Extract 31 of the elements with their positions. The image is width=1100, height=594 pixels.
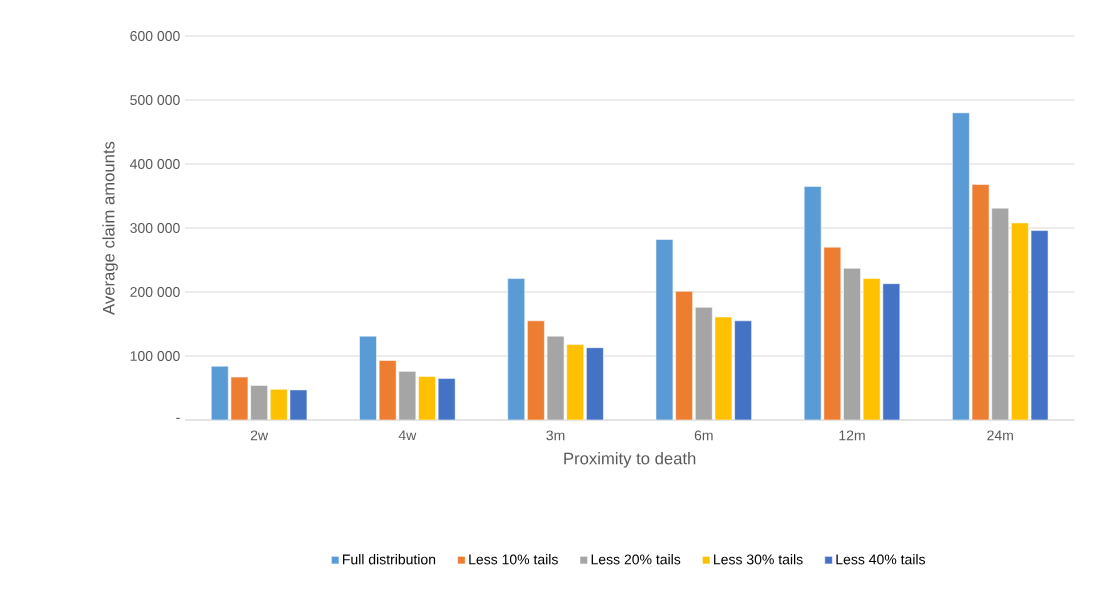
x-tick-label: 4w xyxy=(398,430,417,441)
x-axis-title: Proximity to death xyxy=(564,452,696,468)
x-tick-label: 6m xyxy=(694,430,713,441)
y-tick-label: 200 000 xyxy=(130,287,180,297)
legend-label: Less 10% tails xyxy=(469,554,558,565)
bar xyxy=(211,365,229,420)
bar xyxy=(418,376,436,420)
y-axis-title: Average claim amounts xyxy=(102,141,118,315)
bar xyxy=(250,385,268,420)
y-tick-label: 300 000 xyxy=(130,223,180,233)
y-tick-label: 100 000 xyxy=(130,351,180,361)
legend-label: Full distribution xyxy=(343,554,436,565)
bar xyxy=(230,376,249,420)
y-tick-label: 500 000 xyxy=(130,95,180,105)
legend-label: Less 40% tails xyxy=(836,554,926,565)
bar xyxy=(507,278,525,420)
bar xyxy=(359,335,377,420)
x-tick-label: 2w xyxy=(250,430,269,441)
x-tick-label: 12m xyxy=(839,430,865,441)
y-tick-label: 400 000 xyxy=(130,159,180,169)
bar xyxy=(843,268,861,420)
legend-label: Less 20% tails xyxy=(591,554,681,565)
y-tick-label: - xyxy=(176,417,180,419)
bar xyxy=(437,378,456,420)
bar xyxy=(586,347,604,420)
x-tick-label: 24m xyxy=(987,430,1013,441)
y-tick-label: 600 000 xyxy=(130,31,180,41)
legend-label: Less 30% tails xyxy=(714,554,803,565)
x-tick-label: 3m xyxy=(546,430,565,441)
bar xyxy=(270,389,288,420)
bar xyxy=(289,389,308,420)
